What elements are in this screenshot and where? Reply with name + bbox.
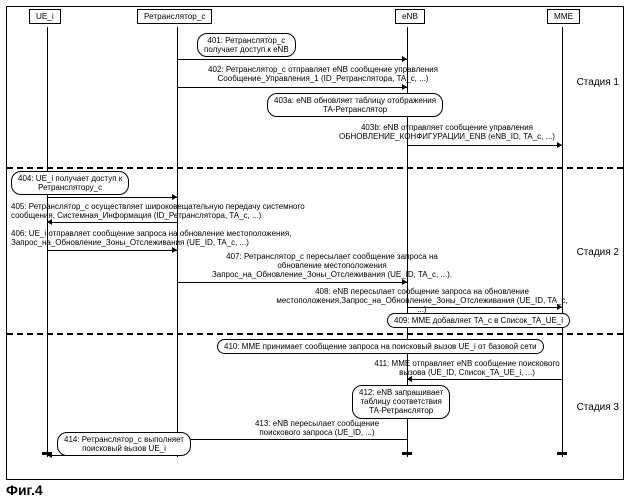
msg-402: 402: Ретранслятор_с отправляет eNB сообщ… [183,65,463,83]
actor-mme: MME [547,9,580,24]
arrow-413 [177,439,407,440]
arrow-404 [47,197,177,198]
actor-relay: Ретранслятор_с [137,9,212,24]
arrow-head [402,84,407,90]
arrow-head [172,247,177,253]
msg-410: 410: MME принимает сообщение запроса на … [217,339,544,354]
lifeline-end [402,452,412,455]
msg-412: 412: eNB запрашиваеттаблицу соответствия… [352,385,450,419]
arrow-head [557,142,562,148]
msg-413: 413: eNB пересылает сообщениепоискового … [232,419,402,437]
lifeline-end [557,452,567,455]
arrow-407 [177,282,407,283]
msg-406: 406: UE_i отправляет сообщение запроса н… [11,229,331,247]
actor-relay-label: Ретранслятор_с [144,12,205,21]
arrow-head [172,194,177,200]
actor-mme-label: MME [554,12,573,21]
msg-401: 401: Ретранслятор_сполучает доступ к eNB [197,33,296,57]
actor-enb: eNB [395,9,425,24]
msg-403a: 403a: eNB обновляет таблицу отображенияТ… [267,93,443,117]
arrow-403b [407,145,562,146]
actor-ue: UE_i [29,9,61,24]
actor-ue-label: UE_i [36,12,54,21]
msg-405: 405: Ретранслятор_с осуществляет широков… [11,202,351,220]
msg-408: 408: eNB пересылает сообщение запроса на… [272,287,572,315]
actor-enb-label: eNB [402,12,418,21]
arrow-head [402,56,407,62]
arrow-head [47,452,52,458]
arrow-402 [177,87,407,88]
stage-2-label: Стадия 2 [577,247,619,258]
sequence-diagram: UE_i Ретранслятор_с eNB MME 401: Ретранс… [6,6,624,480]
msg-409: 409: MME добавляет TA_c в Список_TA_UE_i [387,313,570,328]
arrow-401 [177,59,407,60]
stage-3-label: Стадия 3 [577,402,619,413]
arrow-head [557,304,562,310]
arrow-406 [47,250,177,251]
divider-2 [7,333,623,335]
arrow-408 [407,307,562,308]
arrow-head [47,219,52,225]
lifeline-mme [562,27,563,457]
msg-404: 404: UE_i получает доступ кРетранслятору… [11,171,129,195]
stage-1-label: Стадия 1 [577,77,619,88]
arrow-head [407,376,412,382]
msg-407: 407: Ретранслятор_с пересылает сообщение… [202,252,462,280]
msg-414: 414: Ретранслятор_с выполняетпоисковый в… [57,432,191,456]
divider-1 [7,167,623,169]
arrow-405 [47,222,177,223]
msg-411: 411: MME отправляет eNB сообщение поиско… [362,359,572,377]
arrow-414 [47,455,177,456]
arrow-411 [407,379,562,380]
figure-caption: Фиг.4 [6,482,628,498]
arrow-head [402,279,407,285]
msg-403b: 403b: eNB отправляет сообщение управлени… [322,123,572,141]
